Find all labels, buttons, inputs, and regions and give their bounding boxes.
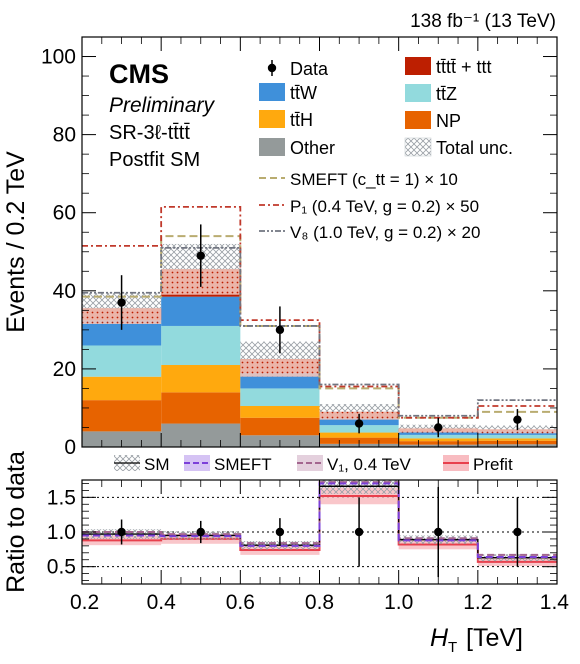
y-tick-label: 80 [53, 124, 76, 147]
ratio-gridlines [82, 496, 557, 568]
bar-np-bin-1 [82, 400, 162, 432]
main-plot: 0 20 40 60 80 100 Events / 0.2 TeV [2, 36, 558, 459]
x-tick-label: 0.6 [226, 591, 255, 614]
ratio-data-point-6 [513, 527, 522, 537]
legend-data-marker [267, 63, 277, 73]
ratio-legend-sm: SM [144, 455, 170, 474]
legend-ttw-swatch [259, 83, 285, 101]
data-point-2 [196, 251, 205, 260]
preliminary-label: Preliminary [109, 94, 216, 117]
y-tick-label: 100 [41, 46, 76, 69]
signal-region-label: SR-3ℓ-tt̄tt̄ [109, 122, 190, 144]
bar-ttz-bin-1 [82, 345, 162, 377]
x-axis-label: H T [TeV] [430, 624, 523, 656]
bar-np-bin-2 [161, 392, 241, 424]
x-axis-label-unit: [TeV] [466, 624, 523, 652]
main-y-axis-label: Events / 0.2 TeV [2, 151, 30, 333]
legend-tth-swatch [259, 110, 285, 128]
cms-label: CMS [109, 59, 169, 89]
legend-unc-swatch [404, 137, 432, 157]
ratio-y-tick-label: 1.5 [47, 486, 76, 509]
data-points [117, 224, 522, 438]
main-axes: 0 20 40 60 80 100 [41, 36, 558, 459]
total-unc-band-lower-bin-6 [477, 429, 557, 434]
ratio-y-axis-label: Ratio to data [2, 451, 30, 593]
legend-np-swatch [405, 111, 431, 129]
legend-data: Data [290, 59, 329, 79]
y-tick-label: 40 [53, 280, 76, 303]
bar-tth-bin-1 [82, 376, 162, 401]
ratio-data-point-4 [354, 527, 364, 537]
ratio-axes: 0.5 1.0 1.5 0.2 0.4 0.6 0.8 1.0 1.2 1.4 [47, 480, 570, 614]
legend-ttz-swatch [405, 84, 431, 102]
total-unc-band-lower-bin-3 [240, 359, 320, 377]
bar-tth-bin-5 [398, 438, 478, 442]
legend-tttt-swatch [405, 57, 431, 75]
bar-ttz-bin-2 [161, 325, 241, 365]
x-tick-label: 0.8 [305, 591, 334, 614]
x-tick-label: 1.0 [384, 591, 413, 614]
y-tick-label: 0 [64, 436, 76, 459]
bar-np-bin-3 [240, 417, 320, 436]
legend-smeft: SMEFT (c_tt = 1) × 10 [290, 170, 458, 189]
data-point-5 [434, 423, 443, 432]
legend-other: Other [290, 138, 335, 158]
ratio-data-points [117, 486, 522, 578]
data-point-4 [354, 419, 364, 428]
x-axis-label-var: H [430, 624, 449, 652]
ratio-smeft-line [82, 482, 557, 558]
legend-np: NP [436, 111, 461, 131]
total-unc-band-bin-4 [319, 404, 399, 412]
legend-ttz: tt̄Z [436, 84, 457, 104]
x-tick-label: 1.2 [463, 591, 492, 614]
ratio-data-point-1 [117, 527, 126, 537]
bar-tth-bin-6 [477, 438, 557, 441]
overlay-v8-line [82, 246, 557, 417]
bar-tth-bin-4 [319, 432, 399, 438]
ratio-plot: 0.5 1.0 1.5 0.2 0.4 0.6 0.8 1.0 1.2 1.4 Ratio to … [2, 451, 569, 614]
fit-label: Postfit SM [109, 149, 200, 171]
ratio-legend: SM SMEFT V₁, 0.4 TeV Prefit [114, 455, 513, 474]
ratio-y-tick-label: 1.0 [47, 521, 76, 544]
legend-other-swatch [259, 138, 285, 156]
ratio-legend-prefit: Prefit [473, 455, 513, 474]
cms-label-block: CMS Preliminary SR-3ℓ-tt̄tt̄ Postfit SM [109, 59, 216, 171]
x-axis-label-sub: T [448, 639, 457, 656]
ratio-legend-smeft: SMEFT [214, 455, 272, 474]
bar-tth-bin-3 [240, 406, 320, 418]
data-point-3 [275, 325, 285, 335]
legend-p1: P₁ (0.4 TeV, g = 0.2) × 50 [290, 197, 479, 216]
ratio-legend-v1: V₁, 0.4 TeV [327, 455, 412, 474]
ratio-data-point-3 [275, 527, 285, 537]
ratio-data-point-5 [434, 527, 443, 537]
legend-tttt: tt̄tt̄ + ttt [436, 57, 492, 77]
bar-tth-bin-2 [161, 365, 241, 393]
legend-ttw: tt̄W [290, 83, 317, 103]
data-point-1 [117, 298, 126, 307]
x-tick-label: 0.4 [147, 591, 177, 614]
luminosity-label: 138 fb⁻¹ (13 TeV) [410, 11, 556, 32]
main-legend: Data tt̄W tt̄H Other tt̄tt̄ + ttt tt̄Z N… [259, 57, 513, 242]
y-tick-label: 60 [53, 202, 76, 225]
y-tick-label: 20 [53, 358, 76, 381]
ratio-y-tick-label: 0.5 [47, 556, 76, 579]
bar-ttw-bin-2 [161, 296, 241, 326]
x-tick-label: 1.4 [540, 591, 570, 614]
bar-ttz-bin-6 [477, 434, 557, 439]
legend-tth: tt̄H [290, 110, 313, 130]
bar-ttz-bin-3 [240, 388, 320, 406]
legend-total-unc: Total unc. [436, 138, 513, 158]
signal-overlays [82, 205, 557, 419]
data-point-6 [513, 415, 522, 424]
legend-v8: V₈ (1.0 TeV, g = 0.2) × 20 [290, 223, 480, 242]
ratio-data-point-2 [196, 527, 205, 537]
x-tick-label: 0.2 [70, 591, 99, 614]
